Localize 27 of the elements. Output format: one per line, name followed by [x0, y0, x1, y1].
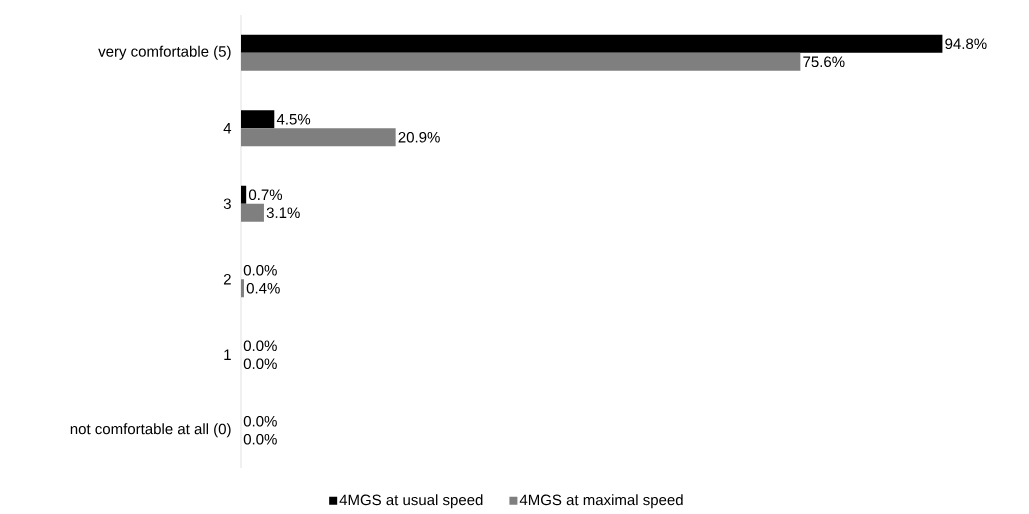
- y-tick-label: very comfortable (5): [98, 45, 231, 60]
- data-label: 0.0%: [243, 264, 277, 276]
- data-label: 0.0%: [243, 433, 277, 445]
- y-tick-label: 2: [223, 274, 231, 285]
- data-label: 75.6%: [803, 56, 845, 68]
- data-label: 94.8%: [945, 38, 987, 50]
- data-label: 0.0%: [243, 340, 277, 352]
- y-tick-label: 1: [224, 349, 231, 360]
- bar: [241, 279, 244, 298]
- data-label: 3.1%: [266, 207, 300, 219]
- data-label: 4.5%: [276, 113, 311, 125]
- bar: [241, 34, 943, 53]
- data-label: 0.0%: [243, 415, 277, 427]
- bar: [241, 203, 264, 222]
- bar: [241, 52, 801, 71]
- y-tick-label: not comfortable at all (0): [70, 423, 231, 438]
- y-tick-label: 4: [223, 123, 232, 134]
- data-label: 20.9%: [398, 131, 440, 143]
- legend-label: 4MGS at usual speed: [339, 494, 483, 509]
- data-label: 0.0%: [243, 358, 277, 370]
- legend-label: 4MGS at maximal speed: [519, 494, 683, 509]
- data-label: 0.7%: [248, 189, 283, 201]
- bar: [241, 110, 275, 129]
- bar: [241, 128, 396, 147]
- data-label: 0.4%: [246, 282, 280, 294]
- bar: [241, 185, 247, 204]
- y-tick-label: 3: [223, 198, 231, 210]
